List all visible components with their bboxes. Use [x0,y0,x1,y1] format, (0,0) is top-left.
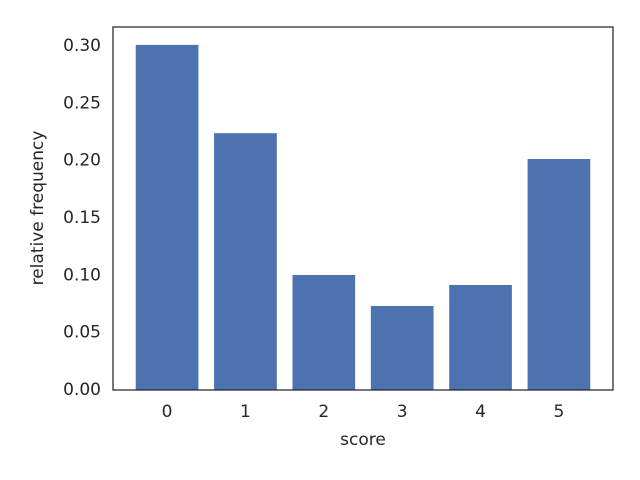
y-tick-label: 0.00 [63,380,101,400]
y-tick-label: 0.05 [63,323,101,343]
y-tick-label: 0.15 [63,208,101,228]
bar [214,133,277,390]
x-axis-label: score [340,430,386,450]
bar [449,284,512,390]
y-tick-label: 0.20 [63,151,101,171]
x-tick-label: 1 [240,402,251,422]
bar [370,305,434,390]
x-tick-label: 2 [318,402,329,422]
y-tick-label: 0.25 [63,93,101,113]
y-axis-label: relative frequency [28,131,48,286]
bar [292,275,356,390]
y-tick-label: 0.10 [63,265,101,285]
x-tick-label: 5 [554,402,565,422]
x-tick-label: 0 [162,402,173,422]
x-tick-label: 4 [475,402,486,422]
bar [135,44,199,390]
x-tick-label: 3 [397,402,408,422]
y-tick-label: 0.30 [63,36,101,56]
plot-frame [112,26,614,391]
bar [527,158,591,390]
